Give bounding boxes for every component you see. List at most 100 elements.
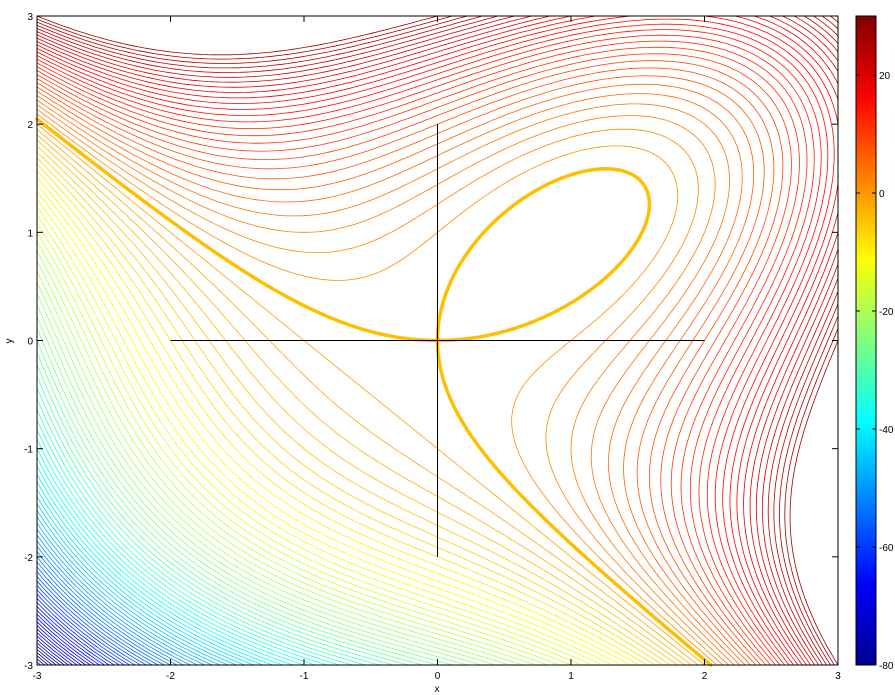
y-axis-ticks: -3 -2 -1 0 1 2 3 [24,12,838,672]
contour-line [36,621,91,666]
contour-line [36,503,237,666]
x-tick-label: -3 [33,671,42,682]
zero-contour-curve [35,117,713,667]
contour-line [36,15,839,666]
contour-line [36,614,100,666]
contour-line [36,602,115,666]
contour-line [36,522,213,666]
contour-line [36,580,141,666]
contour-line [36,551,178,666]
contour-line [36,576,147,666]
contour-line [36,556,171,666]
contour-line [36,67,775,666]
contour-line [36,151,671,666]
contour-line [36,585,136,666]
contour-line [36,571,153,666]
contour-line [36,198,613,666]
x-tick-label: 2 [702,671,708,682]
contour-line [36,104,729,666]
contour-line [36,304,482,666]
contour-line [36,375,394,666]
contour-line [36,15,839,666]
contour-line [36,206,603,666]
x-tick-label: -1 [300,671,309,682]
contour-line [36,15,839,666]
contour-line [36,589,131,666]
reference-axes [170,124,705,557]
contour-line [36,134,692,666]
contour-line [36,481,264,666]
contour-line [36,123,705,666]
contour-line [36,652,53,666]
contour-line [36,457,294,666]
contour-line [36,473,273,666]
contour-line [36,145,678,666]
colorbar-tick-label: 20 [879,71,891,82]
contour-line [36,184,631,666]
contour-line [36,545,184,666]
y-tick-label: -3 [24,661,33,672]
contour-line [36,15,839,666]
colorbar-tick-label: -40 [879,425,894,436]
contour-line [36,516,221,666]
contour-line [36,439,316,666]
contour-line [36,93,743,666]
contour-line [36,83,755,666]
y-tick-label: -1 [24,445,33,456]
contour-line [36,232,572,666]
contour-line [36,364,409,666]
contour-line [36,15,839,666]
contour-line [36,598,120,666]
contour-line [36,534,198,666]
contour-line [36,448,305,666]
contour-line [36,617,96,666]
y-tick-label: 2 [27,120,33,131]
contour-line [36,610,105,666]
contour-line [36,108,724,666]
contour-line [36,15,839,666]
x-tick-label: 1 [568,671,574,682]
contour-line [36,140,685,666]
contour-line [36,177,639,666]
contour-line [36,649,57,666]
colorbar-tick-label: -60 [879,543,894,554]
x-tick-label: -2 [166,671,175,682]
contour-line [36,15,839,666]
contour-line [36,352,423,666]
contour-line [36,510,229,666]
contour-line [36,496,245,666]
contour-line [36,260,536,666]
contour-line [36,398,366,666]
contour-line [36,75,765,666]
contour-line [36,632,78,666]
contour-line [36,99,735,666]
contour-line [36,223,583,666]
contour-line [36,628,82,666]
colorbar-tick-label: -80 [879,661,894,672]
contour-line [36,18,835,666]
contour-line [36,316,468,666]
contour-line [36,489,254,666]
contour-lines [36,15,839,666]
y-tick-label: 1 [27,228,33,239]
x-axis-ticks: -3 -2 -1 0 1 2 3 [33,16,841,682]
contour-line [36,293,496,666]
contour-line [36,34,815,666]
y-tick-label: 3 [27,12,33,23]
x-tick-label: 3 [835,671,841,682]
contour-line [36,129,699,666]
contour-line [36,113,718,666]
contour-line [36,170,648,666]
contour-line [36,639,69,666]
colorbar-tick-label: -20 [879,307,894,318]
contour-line [36,40,808,666]
contour-line [36,271,523,666]
contour-line [36,387,380,666]
colorbar-tick-label: 0 [879,189,885,200]
contour-line [36,163,656,666]
x-tick-label: 0 [435,671,441,682]
contour-line [36,60,784,666]
contour-line [36,419,340,666]
contour-line [36,214,593,666]
contour-line [36,241,560,666]
